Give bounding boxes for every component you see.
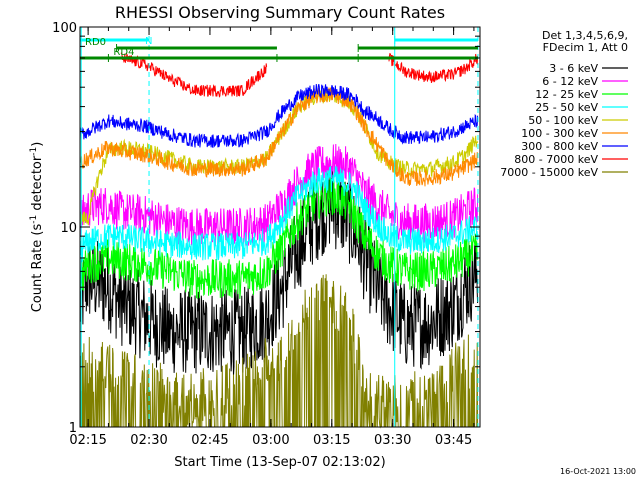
legend-header-line-2: FDecim 1, Att 0 (543, 41, 628, 54)
legend-item-300-800-kev: 300 - 800 keV (521, 140, 628, 153)
legend-header-line-1: Det 1,3,4,5,6,9, (542, 29, 628, 42)
legend-label: 12 - 25 keV (535, 88, 598, 101)
y-tick-label: 1 (69, 421, 77, 436)
y-axis-label-sup1: -1 (29, 215, 39, 224)
legend-item-6-12-kev: 6 - 12 keV (542, 75, 628, 88)
legend-item-25-50-kev: 25 - 50 keV (535, 101, 628, 114)
series-line-800-7000-kev (120, 52, 479, 98)
series-12-25-kev (79, 176, 479, 300)
series-line-12-25-kev (79, 176, 479, 300)
flag-label-rd4: RD4 (113, 47, 134, 58)
legend-label: 100 - 300 keV (521, 127, 598, 140)
legend-item-50-100-kev: 50 - 100 keV (528, 114, 628, 127)
series-300-800-kev (79, 83, 479, 149)
series-25-50-kev (79, 166, 479, 262)
series-100-300-kev (79, 87, 479, 187)
legend-label: 6 - 12 keV (542, 75, 598, 88)
x-tick-label: 03:30 (374, 433, 411, 448)
legend-item-3-6-kev: 3 - 6 keV (549, 62, 628, 75)
timestamp: 16-Oct-2021 13:00 (560, 467, 636, 476)
legend-label: 25 - 50 keV (535, 101, 598, 114)
x-tick-label: 03:45 (435, 433, 472, 448)
y-axis-label-sup2: -1 (29, 147, 39, 156)
x-tick-label: 02:45 (191, 433, 228, 448)
x-tick-label: 02:30 (130, 433, 167, 448)
flag-bars: N RD0 RD4 (79, 36, 478, 62)
y-axis-label-end: ) (30, 142, 45, 147)
flag-bar-rd4: RD4 (79, 47, 478, 62)
x-tick-label: 03:15 (313, 433, 350, 448)
series-line-25-50-kev (79, 166, 479, 262)
x-tick-label: 03:00 (252, 433, 289, 448)
y-axis-label: Count Rate (s-1 detector-1) (29, 142, 45, 313)
axes: 02:15 02:30 02:45 03:00 03:15 03:30 03:45 1 10 10… (52, 21, 480, 448)
flag-label-n: N (145, 36, 152, 47)
legend-item-7000-15000-kev: 7000 - 15000 keV (500, 166, 628, 179)
legend-item-12-25-kev: 12 - 25 keV (535, 88, 628, 101)
legend-item-800-7000-kev: 800 - 7000 keV (514, 153, 628, 166)
x-tick-label: 02:15 (69, 433, 106, 448)
flag-label-rd0: RD0 (85, 37, 106, 48)
series-3-6-kev (79, 166, 479, 376)
y-axis-label-mid: detector (30, 155, 45, 215)
series-line-6-12-kev (79, 143, 479, 247)
x-axis-label: Start Time (13-Sep-07 02:13:02) (174, 455, 385, 470)
series-800-7000-kev (120, 52, 479, 98)
flag-bar-rd0: RD0 (85, 37, 478, 52)
y-tick-label: 10 (60, 221, 77, 236)
legend-label: 50 - 100 keV (528, 114, 598, 127)
series-line-300-800-kev (79, 83, 479, 149)
legend-label: 7000 - 15000 keV (500, 166, 598, 179)
legend-label: 800 - 7000 keV (514, 153, 598, 166)
y-axis-label-main: Count Rate (s (30, 224, 45, 313)
series-line-3-6-kev (79, 166, 479, 376)
series-7000-15000-kev (79, 274, 479, 429)
series-layer (79, 52, 479, 429)
chart-title: RHESSI Observing Summary Count Rates (115, 3, 445, 22)
legend-label: 300 - 800 keV (521, 140, 598, 153)
series-line-7000-15000-kev (79, 274, 479, 429)
legend-item-100-300-kev: 100 - 300 keV (521, 127, 628, 140)
y-tick-label: 100 (52, 21, 77, 36)
legend-label: 3 - 6 keV (549, 62, 598, 75)
series-line-100-300-kev (79, 87, 479, 187)
series-6-12-kev (79, 143, 479, 247)
